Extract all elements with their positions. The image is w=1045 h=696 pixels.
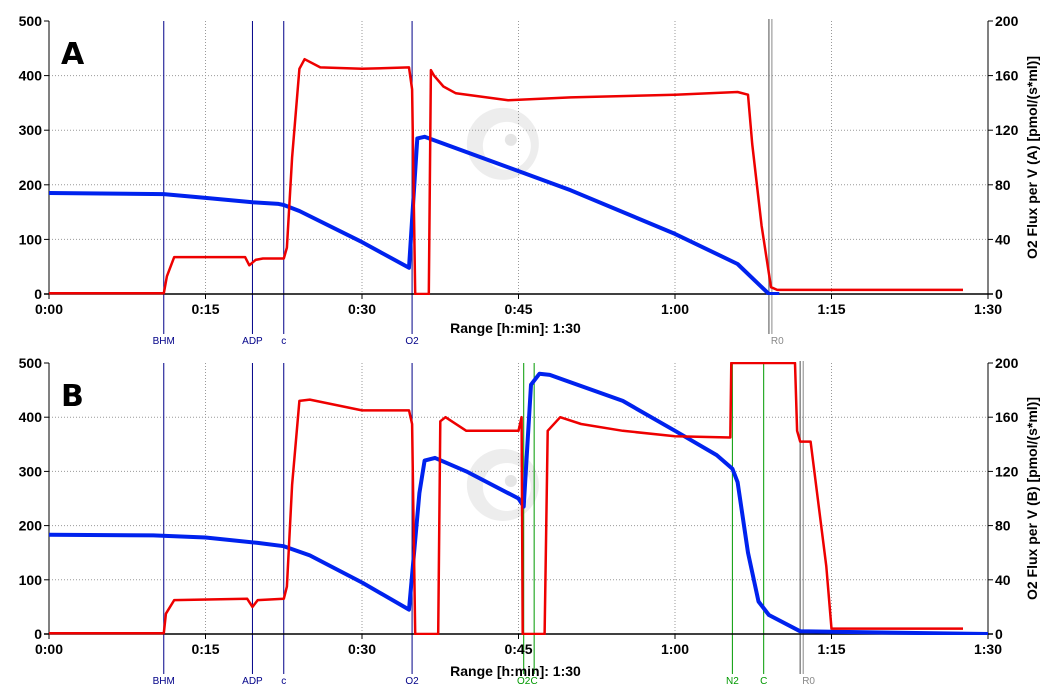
x-tick-label: 0:30 [348, 301, 376, 317]
y-left-tick-label: 300 [19, 463, 43, 479]
event-label: BHM [153, 676, 175, 687]
y-right-tick-label: 80 [995, 177, 1011, 193]
panel-a: BHM ADP c O2 R0 0 100 200 300 400 500 0 40 80 120 160 20… [19, 13, 1040, 347]
o2-flux-line [49, 362, 963, 635]
y-left-tick-label: 200 [19, 177, 43, 193]
event-label: R0 [802, 676, 815, 687]
panel-b: BHM ADP c O2 O2 C N2 C R001002003004005000408012… [19, 355, 1040, 687]
event-label: c [281, 676, 286, 687]
x-tick-label: 1:00 [661, 641, 689, 657]
y-axis-right-title: O2 Flux per V (B) [pmol/(s*ml)] [1024, 397, 1040, 600]
event-label: C [760, 676, 767, 687]
y-right-tick-label: 40 [995, 572, 1011, 588]
y-left-tick-label: 100 [19, 231, 43, 247]
watermark-inner [482, 121, 531, 170]
x-tick-label: 0:45 [504, 301, 532, 317]
y-left-tick-label: 300 [19, 122, 43, 138]
watermark-dot [504, 133, 517, 146]
y-right-tick-label: 0 [995, 286, 1003, 302]
o2-concentration-line [49, 371, 988, 635]
o2-concentration-line [49, 134, 780, 295]
watermark-circle [466, 107, 539, 180]
panel-letter: A [61, 37, 85, 72]
x-tick-label: 0:15 [191, 641, 219, 657]
event-label: O2 [405, 336, 419, 347]
y-right-tick-label: 200 [995, 13, 1019, 29]
event-label: R0 [771, 336, 784, 347]
y-right-tick-label: 120 [995, 122, 1019, 138]
x-tick-label: 0:45 [504, 641, 532, 657]
y-right-tick-label: 160 [995, 409, 1019, 425]
y-left-tick-label: 0 [34, 286, 42, 302]
event-label: C [531, 676, 538, 687]
event-label: ADP [242, 336, 263, 347]
x-tick-label: 1:15 [817, 301, 845, 317]
y-left-tick-label: 0 [34, 626, 42, 642]
y-left-tick-label: 500 [19, 355, 43, 371]
event-label: BHM [153, 336, 175, 347]
y-right-tick-label: 40 [995, 231, 1011, 247]
panel-letter: B [61, 379, 84, 414]
event-label: O2 [405, 676, 419, 687]
y-left-tick-label: 400 [19, 68, 43, 84]
x-tick-label: 0:00 [35, 641, 63, 657]
x-axis-title: Range [h:min]: 1:30 [450, 320, 581, 336]
y-right-tick-label: 200 [995, 355, 1019, 371]
y-left-tick-label: 100 [19, 572, 43, 588]
y-right-tick-label: 120 [995, 463, 1019, 479]
event-label: O2 [517, 676, 531, 687]
x-tick-label: 1:00 [661, 301, 689, 317]
event-label: ADP [242, 676, 263, 687]
y-right-tick-label: 80 [995, 518, 1011, 534]
x-tick-label: 0:30 [348, 641, 376, 657]
x-tick-label: 0:15 [191, 301, 219, 317]
event-label: c [281, 336, 286, 347]
x-axis-title: Range [h:min]: 1:30 [450, 663, 581, 679]
o2-flux-line [49, 57, 963, 295]
y-axis-right-title: O2 Flux per V (A) [pmol/(s*ml)] [1024, 56, 1040, 259]
x-tick-label: 1:15 [817, 641, 845, 657]
x-tick-label: 1:30 [974, 301, 1002, 317]
watermark-logo [466, 107, 539, 180]
x-tick-label: 0:00 [35, 301, 63, 317]
event-label: N2 [726, 676, 739, 687]
y-right-tick-label: 0 [995, 626, 1003, 642]
x-tick-label: 1:30 [974, 641, 1002, 657]
watermark-dot [504, 474, 517, 487]
y-left-tick-label: 500 [19, 13, 43, 29]
y-right-tick-label: 160 [995, 68, 1019, 84]
y-left-tick-label: 400 [19, 409, 43, 425]
y-left-tick-label: 200 [19, 518, 43, 534]
